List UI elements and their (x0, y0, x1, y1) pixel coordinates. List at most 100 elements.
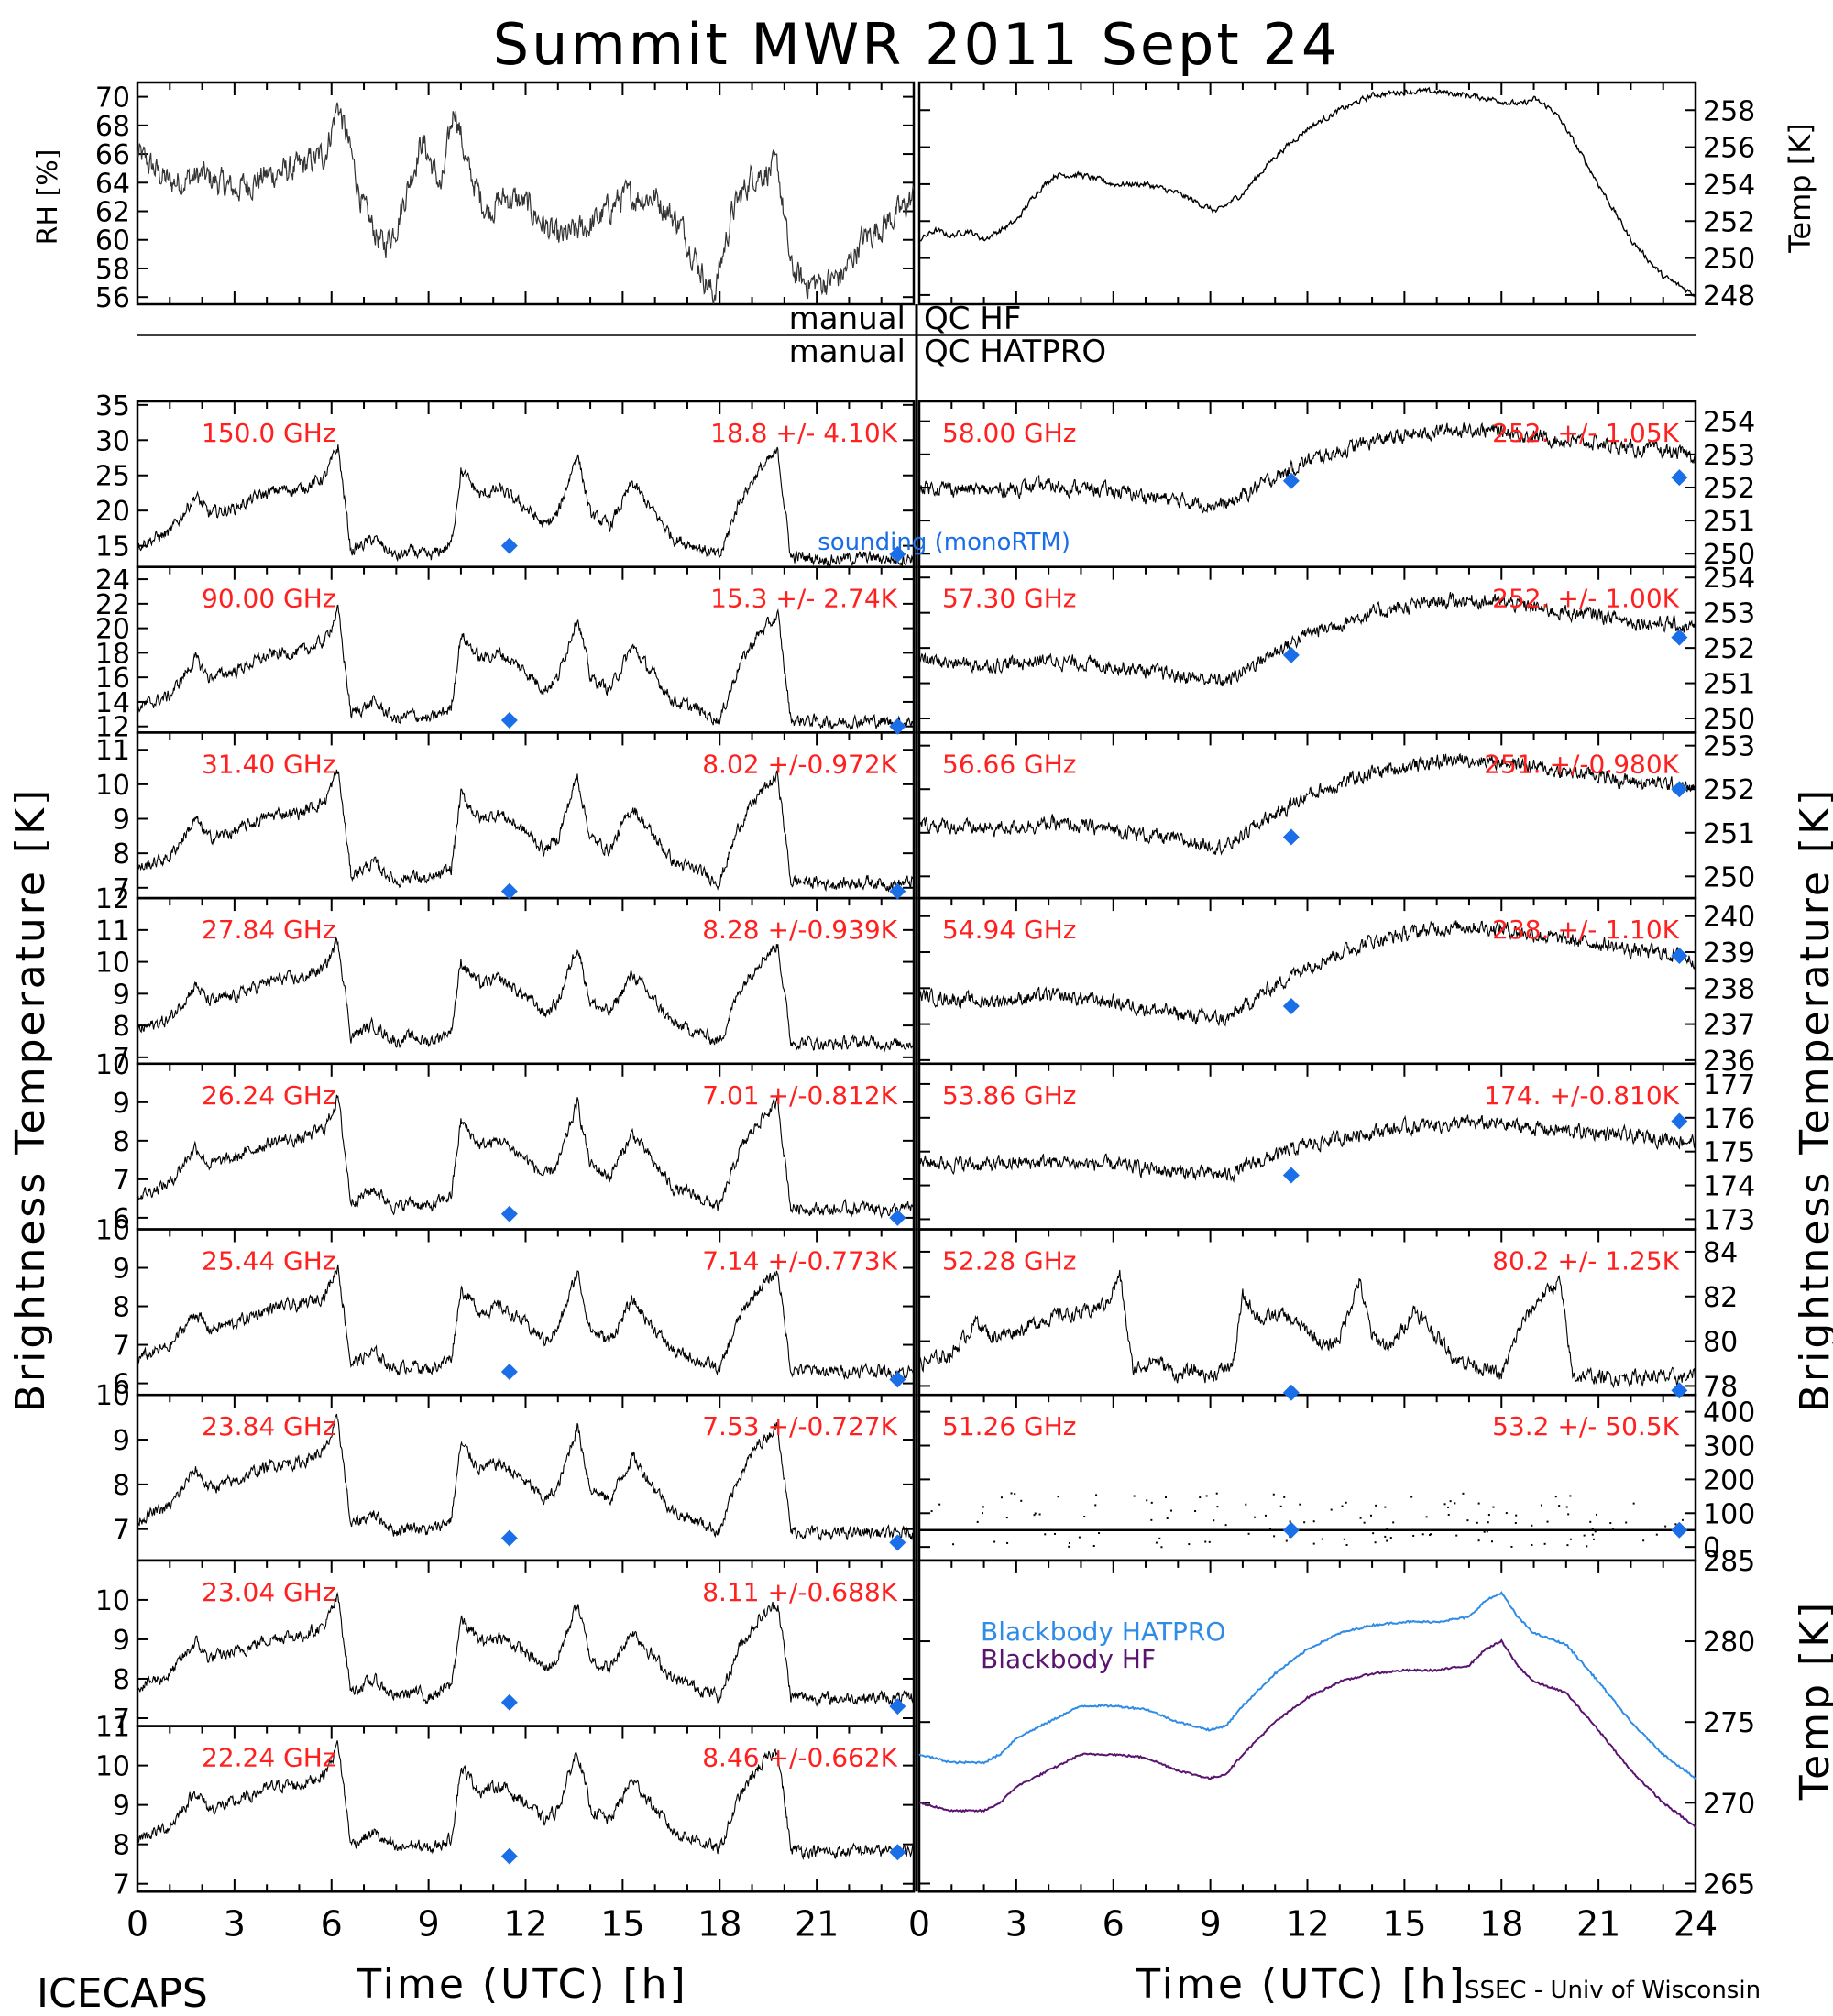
spike-point (1596, 1513, 1598, 1516)
right-channel-tick-label: 252 (1703, 774, 1755, 806)
left-channel-tick-label: 10 (95, 1585, 130, 1617)
sounding-marker (500, 1363, 518, 1380)
spike-point (1374, 1541, 1377, 1544)
spike-point (1165, 1496, 1168, 1499)
spike-point (1515, 1514, 1518, 1517)
right-channel-stat: 174. +/-0.810K (1484, 1080, 1679, 1111)
spike-point (1386, 1539, 1388, 1542)
left-channel-tick-label: 10 (95, 770, 130, 802)
left-channel-tick-label: 11 (95, 1712, 130, 1744)
spike-point (1330, 1508, 1333, 1511)
spike-point (1540, 1504, 1542, 1507)
sounding-marker (500, 882, 518, 900)
rh-tick-label: 68 (95, 111, 130, 143)
spike-point (1510, 1545, 1513, 1548)
spike-point (1443, 1503, 1446, 1506)
x-tick-label-right: 0 (908, 1903, 930, 1944)
left-channel-frequency: 31.40 GHz (202, 749, 336, 779)
right-channel-tick-label: 400 (1703, 1397, 1755, 1430)
spike-point (1272, 1493, 1275, 1496)
blackbody-tick-label: 275 (1703, 1707, 1755, 1739)
right-channel-tick-label: 254 (1703, 563, 1755, 595)
left-channel-tick-label: 8 (113, 1664, 130, 1696)
spike-point (1014, 1493, 1016, 1496)
spike-point (1010, 1528, 1013, 1531)
left-channel-9-line (137, 1740, 915, 1861)
spike-point (1038, 1513, 1041, 1516)
right-channel-tick-label: 237 (1703, 1010, 1755, 1042)
qc-hf-left: manual (789, 301, 906, 337)
spike-point (1476, 1521, 1478, 1524)
sounding-marker (1282, 997, 1300, 1014)
right-channel-tick-label: 250 (1703, 539, 1755, 571)
spike-point (1593, 1538, 1596, 1540)
sounding-marker (1671, 1382, 1688, 1399)
blackbody-tick-label: 285 (1703, 1546, 1755, 1578)
blackbody-tick-label: 270 (1703, 1788, 1755, 1820)
spike-point (1594, 1530, 1597, 1533)
left-channel-tick-label: 18 (95, 638, 130, 670)
bb-hf-legend: Blackbody HF (981, 1644, 1156, 1674)
x-tick-label-left: 0 (126, 1903, 148, 1944)
left-channel-8-line (137, 1591, 915, 1707)
right-channel-tick-label: 80 (1703, 1327, 1738, 1359)
right-channel-frequency: 58.00 GHz (942, 418, 1077, 448)
blackbody-tick-label: 280 (1703, 1627, 1755, 1659)
right-channel-frequency: 51.26 GHz (942, 1411, 1077, 1441)
spike-point (1425, 1516, 1428, 1518)
spike-point (1531, 1524, 1533, 1527)
blackbody-hatpro-line (918, 1591, 1696, 1780)
text-layer: 5658606264666870248250252254256258152025… (95, 82, 1755, 1945)
sounding-marker (889, 1844, 906, 1861)
left-channel-tick-label: 10 (95, 1215, 130, 1247)
left-channel-stat: 15.3 +/- 2.74K (710, 584, 897, 614)
x-tick-label-right: 15 (1382, 1903, 1426, 1944)
spike-point (1010, 1492, 1013, 1495)
spike-point (1158, 1537, 1161, 1539)
spike-point (1589, 1520, 1592, 1523)
sounding-marker (1671, 1521, 1688, 1539)
spike-point (1264, 1514, 1267, 1517)
sounding-marker (1282, 646, 1300, 663)
spike-point (1312, 1520, 1315, 1523)
spike-point (1204, 1540, 1207, 1543)
x-tick-label-left: 9 (418, 1903, 440, 1944)
temp-tick-label: 256 (1703, 133, 1755, 165)
left-channel-tick-label: 10 (95, 1049, 130, 1081)
spike-point (1546, 1520, 1549, 1523)
spike-point (1372, 1532, 1375, 1535)
right-channel-3-line (918, 752, 1696, 856)
spike-point (1554, 1496, 1557, 1498)
bb-hatpro-legend: Blackbody HATPRO (981, 1616, 1225, 1647)
blackbody-panel (917, 1559, 1697, 1893)
sounding-marker (500, 1693, 518, 1711)
spike-point (1569, 1495, 1572, 1497)
left-channel-tick-label: 6 (113, 1203, 130, 1235)
rh-tick-label: 60 (95, 225, 130, 257)
spike-point (982, 1512, 984, 1515)
left-channel-tick-label: 20 (95, 614, 130, 646)
spike-point (1486, 1530, 1488, 1533)
x-tick-label-left: 18 (697, 1903, 741, 1944)
x-tick-label-right: 6 (1103, 1903, 1125, 1944)
rh-tick-label: 66 (95, 139, 130, 171)
spike-point (1247, 1532, 1250, 1535)
spike-point (1044, 1533, 1047, 1536)
left-channel-tick-label: 9 (113, 1625, 130, 1657)
right-channel-tick-label: 239 (1703, 937, 1755, 970)
spike-point (1386, 1528, 1388, 1530)
right-channel-tick-label: 250 (1703, 704, 1755, 736)
spike-point (1625, 1521, 1628, 1524)
spike-point (1000, 1496, 1003, 1499)
left-channel-tick-label: 7 (113, 1043, 130, 1075)
spike-point (1020, 1499, 1023, 1502)
sounding-marker (500, 712, 518, 729)
left-channel-tick-label: 11 (95, 735, 130, 767)
spike-point (1447, 1506, 1450, 1508)
spike-point (1268, 1528, 1271, 1530)
spike-point (1392, 1521, 1395, 1524)
right-channel-tick-label: 252 (1703, 633, 1755, 665)
rh-tick-label: 56 (95, 282, 130, 314)
spike-point (1430, 1533, 1432, 1536)
sounding-marker (1671, 1112, 1688, 1130)
